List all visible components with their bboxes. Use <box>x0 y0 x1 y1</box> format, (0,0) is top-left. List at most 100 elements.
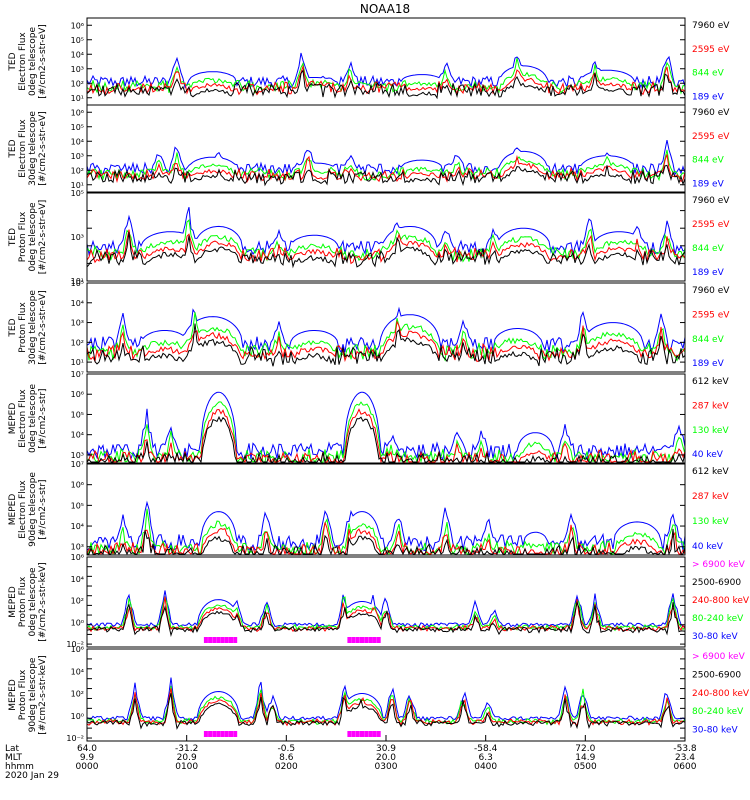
legend-entry: 7960 eV <box>692 196 730 206</box>
y-tick-label: 10⁷ <box>71 370 84 379</box>
marker-gt-6900kev <box>212 731 217 737</box>
panel-2: 10¹ 10² 10³ 10⁴ 10⁵ 10⁶ TED Electron Flux 30deg … <box>8 104 730 193</box>
y-label-line: 0deg telescope <box>28 202 38 272</box>
y-axis: 10³ 10⁴ 10⁵ 10⁶ 10⁷ <box>71 460 685 552</box>
x-tick-mlt: 14.9 <box>575 753 595 763</box>
marker-gt-6900kev <box>368 637 373 643</box>
y-label-line: 0deg telescope <box>28 27 38 97</box>
marker-gt-6900kev <box>233 637 238 643</box>
y-tick-label: 10⁶ <box>71 645 84 654</box>
y-label-line: [#/cm2-s-str-keV] <box>38 655 48 734</box>
legend-entry: 287 keV <box>692 492 729 502</box>
y-tick-label: 10³ <box>71 65 84 74</box>
trace-green <box>86 219 686 263</box>
y-label-line: Proton Flux <box>18 302 28 353</box>
trace-red <box>86 688 686 727</box>
panel-6: 10³ 10⁴ 10⁵ 10⁶ 10⁷ MEPED Electron Flux 90deg t… <box>8 460 729 556</box>
marker-gt-6900kev <box>368 731 373 737</box>
marker-gt-6900kev <box>233 731 238 737</box>
marker-gt-6900kev <box>351 731 356 737</box>
legend-entry: 189 eV <box>692 92 725 102</box>
y-label-line: TED <box>8 318 18 337</box>
panel-frame <box>86 282 686 373</box>
panel-5: 10³ 10⁴ 10⁵ 10⁶ 10⁷ MEPED Electron Flux 0deg te… <box>8 370 729 464</box>
y-label-line: TED <box>8 139 18 158</box>
x-tick-time: 0200 <box>275 762 298 772</box>
x-tick-mlt: 20.0 <box>376 753 396 763</box>
y-axis-label: TED Proton Flux 30deg telescope [#/cm2-s-st… <box>8 290 48 365</box>
legend: > 6900 keV 2500-6900 240-800 keV 80-240 keV… <box>692 652 750 736</box>
trace-blue <box>86 140 686 177</box>
marker-gt-6900kev <box>372 731 377 737</box>
panel-traces <box>86 590 686 643</box>
y-label-line: [#/cm2-s-str-eV] <box>38 200 48 275</box>
y-tick-label: 10⁴ <box>71 50 84 59</box>
legend-entry: 2595 eV <box>692 45 730 55</box>
y-tick-label: 10¹ <box>71 94 84 103</box>
y-minor-ticks <box>87 373 685 456</box>
x-tick-time: 0400 <box>474 762 497 772</box>
marker-gt-6900kev <box>203 731 208 737</box>
legend-entry: 80-240 keV <box>692 707 744 717</box>
legend-entry: 844 eV <box>692 244 725 254</box>
x-row-label: MLT <box>5 753 23 763</box>
trace-black <box>86 69 686 100</box>
y-tick-label: 10¹ <box>71 277 84 286</box>
y-tick-label: 10⁴ <box>71 575 84 584</box>
marker-gt-6900kev <box>220 731 225 737</box>
y-label-line: Electron Flux <box>18 119 28 178</box>
y-tick-label: 10⁶ <box>71 108 84 117</box>
x-tick-mlt: 20.9 <box>177 753 197 763</box>
y-tick-label: 10⁶ <box>71 481 84 490</box>
y-label-line: Electron Flux <box>18 32 28 91</box>
x-tick-lat: -58.4 <box>474 744 498 754</box>
y-tick-label: 10³ <box>71 543 84 552</box>
y-label-line: 90deg telescope <box>28 472 38 547</box>
y-tick-label: 10⁴ <box>71 299 84 308</box>
y-tick-label: 10¹ <box>71 181 84 190</box>
x-tick-mlt: 23.4 <box>675 753 695 763</box>
y-label-line: TED <box>8 52 18 71</box>
trace-red <box>86 154 686 184</box>
legend-entry: 7960 eV <box>692 21 730 31</box>
marker-gt-6900kev <box>351 637 356 643</box>
trace-red <box>86 64 686 97</box>
y-tick-label: 10⁵ <box>71 189 84 198</box>
x-tick-lat: -0.5 <box>278 744 296 754</box>
x-tick-lat: 72.0 <box>575 744 595 754</box>
trace-black <box>86 600 686 637</box>
y-tick-label: 10⁶ <box>71 553 84 562</box>
legend-entry: 7960 eV <box>692 286 730 296</box>
legend: 7960 eV 2595 eV 844 eV 189 eV <box>692 108 730 189</box>
legend-entry: > 6900 keV <box>692 560 746 570</box>
y-axis-label: MEPED Electron Flux 90deg telescope [#/cm2-… <box>8 472 48 547</box>
panel-traces <box>86 140 686 187</box>
y-tick-label: 10⁴ <box>71 667 84 676</box>
legend: 7960 eV 2595 eV 844 eV 189 eV <box>692 21 730 102</box>
x-tick-time: 0600 <box>674 762 697 772</box>
x-tick-time: 0300 <box>375 762 398 772</box>
panel-7: 10⁻² 10⁰ 10² 10⁴ 10⁶ MEPED Proton Flux 0deg tel… <box>8 553 750 649</box>
trace-blue <box>86 391 686 461</box>
marker-gt-6900kev <box>376 731 381 737</box>
y-tick-label: 10² <box>71 338 84 347</box>
legend-entry: 240-800 keV <box>692 596 750 606</box>
panel-4: 10¹ 10² 10³ 10⁴ 10⁵ TED Proton Flux 30deg teles… <box>8 279 730 373</box>
y-minor-ticks <box>87 111 685 186</box>
y-label-line: [#/cm2-s-str-eV] <box>38 111 48 186</box>
legend-entry: 40 keV <box>692 450 724 460</box>
marker-gt-6900kev <box>376 637 381 643</box>
y-label-line: [#/cm2-s-str-keV] <box>38 562 48 641</box>
legend-entry: 844 eV <box>692 335 725 345</box>
panel-frame <box>86 192 686 282</box>
y-axis: 10¹ 10² 10³ 10⁴ 10⁵ <box>71 279 685 367</box>
marker-gt-6900kev <box>229 731 233 737</box>
y-label-line: [#/cm2-s-str-eV] <box>38 290 48 365</box>
marker-gt-6900kev <box>224 637 229 643</box>
y-tick-label: 10⁵ <box>71 279 84 288</box>
y-tick-label: 10⁶ <box>71 390 84 399</box>
legend-entry: 612 keV <box>692 467 729 477</box>
